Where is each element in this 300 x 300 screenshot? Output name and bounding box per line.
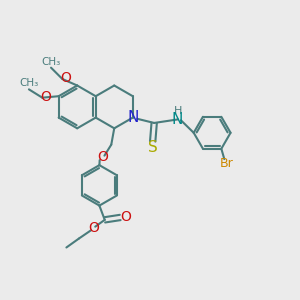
Text: N: N <box>127 110 139 125</box>
Text: O: O <box>60 71 71 85</box>
Text: CH₃: CH₃ <box>19 78 39 88</box>
Text: S: S <box>148 140 158 155</box>
Text: N: N <box>172 112 183 127</box>
Text: H: H <box>173 106 182 116</box>
Text: O: O <box>41 90 52 104</box>
Text: O: O <box>120 211 131 224</box>
Text: O: O <box>97 150 108 164</box>
Text: CH₃: CH₃ <box>41 57 60 67</box>
Text: Br: Br <box>220 158 234 170</box>
Text: O: O <box>88 221 100 235</box>
